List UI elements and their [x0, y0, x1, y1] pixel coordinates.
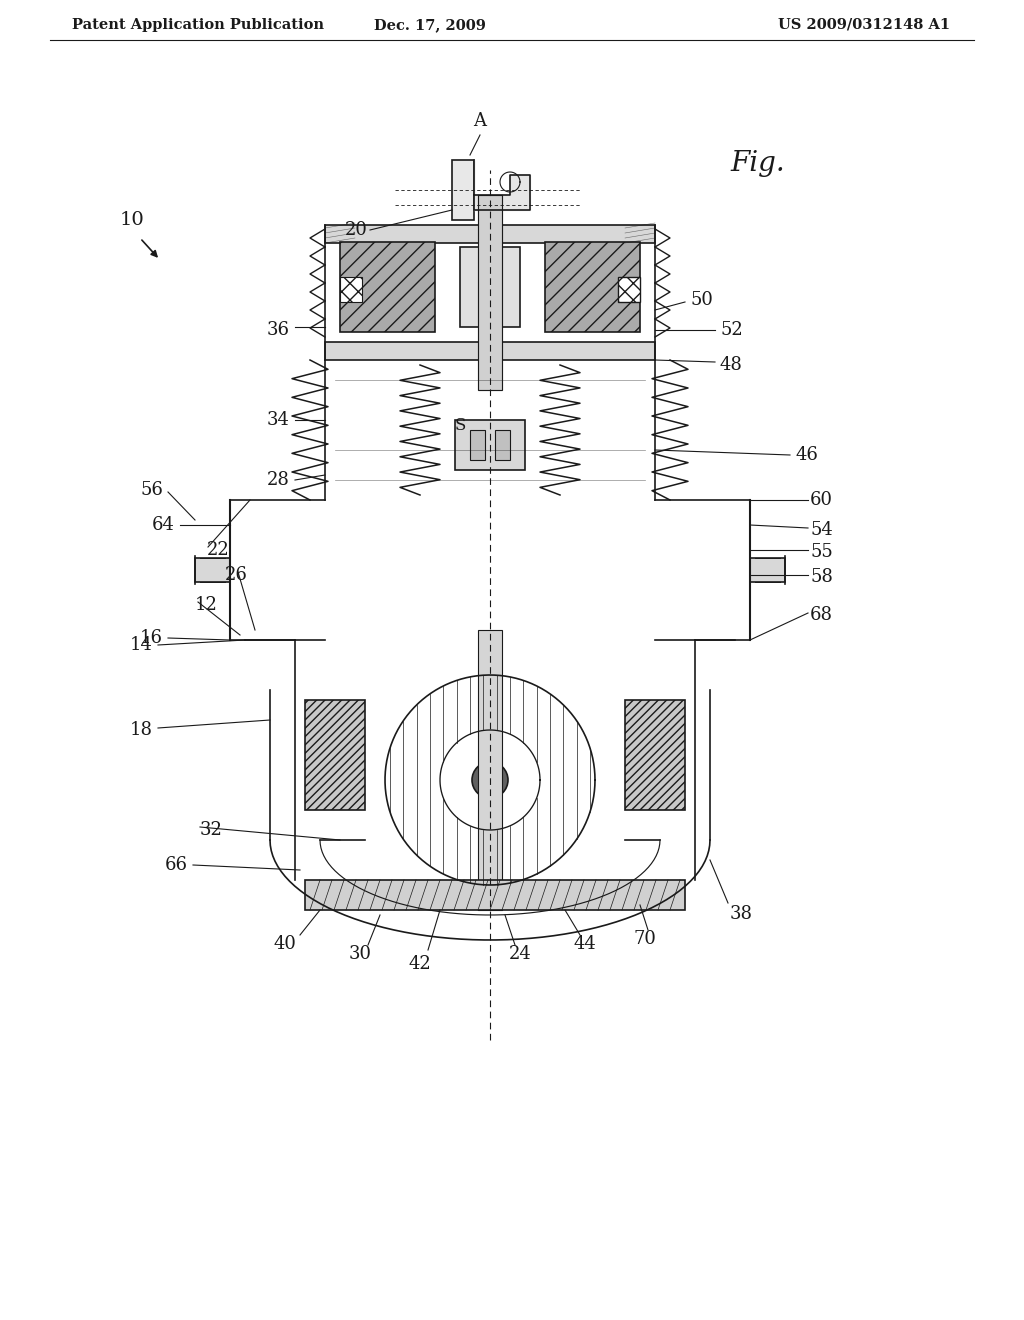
Text: 50: 50	[690, 290, 713, 309]
Bar	[305, 700, 365, 810]
Text: 32: 32	[200, 821, 223, 840]
Text: 14: 14	[130, 636, 153, 653]
Text: 48: 48	[720, 356, 742, 374]
Bar	[340, 277, 362, 302]
Text: 36: 36	[267, 321, 290, 339]
Text: 10: 10	[120, 211, 144, 228]
Text: 30: 30	[348, 945, 372, 964]
Text: 34: 34	[267, 411, 290, 429]
Bar	[478, 195, 502, 389]
Text: Patent Application Publication: Patent Application Publication	[72, 18, 324, 32]
Text: 66: 66	[165, 855, 188, 874]
Bar	[545, 242, 640, 333]
Text: S: S	[455, 417, 466, 433]
Text: 60: 60	[810, 491, 833, 510]
Bar	[750, 558, 785, 582]
Polygon shape	[474, 160, 530, 210]
Circle shape	[482, 772, 498, 788]
Text: 26: 26	[225, 566, 248, 583]
Bar	[455, 420, 525, 470]
Text: 20: 20	[345, 220, 368, 239]
Text: 68: 68	[810, 606, 833, 624]
Bar	[305, 880, 685, 909]
Text: 58: 58	[810, 568, 833, 586]
Text: A: A	[473, 112, 486, 129]
Text: 52: 52	[720, 321, 742, 339]
Text: 55: 55	[810, 543, 833, 561]
Bar	[325, 224, 655, 243]
Text: 28: 28	[267, 471, 290, 488]
Text: 64: 64	[153, 516, 175, 535]
Bar	[195, 558, 230, 582]
Text: 70: 70	[634, 931, 656, 948]
Bar	[340, 242, 435, 333]
Text: Dec. 17, 2009: Dec. 17, 2009	[374, 18, 486, 32]
Bar	[495, 430, 510, 459]
Text: 12: 12	[195, 597, 218, 614]
Bar	[452, 160, 474, 220]
Text: US 2009/0312148 A1: US 2009/0312148 A1	[778, 18, 950, 32]
Text: 40: 40	[273, 935, 296, 953]
Text: 38: 38	[730, 906, 753, 923]
Bar	[618, 277, 640, 302]
Circle shape	[472, 762, 508, 799]
Text: 42: 42	[409, 954, 431, 973]
Bar	[325, 342, 655, 360]
Text: 56: 56	[140, 480, 163, 499]
Bar	[460, 247, 520, 327]
Bar	[625, 700, 685, 810]
Text: 18: 18	[130, 721, 153, 739]
Text: 16: 16	[140, 630, 163, 647]
Text: Fig.: Fig.	[730, 150, 784, 177]
Bar	[478, 630, 502, 909]
Text: 24: 24	[509, 945, 531, 964]
Text: 54: 54	[810, 521, 833, 539]
Text: 46: 46	[795, 446, 818, 465]
Text: 22: 22	[207, 541, 229, 558]
Bar	[470, 430, 485, 459]
Text: 44: 44	[573, 935, 596, 953]
